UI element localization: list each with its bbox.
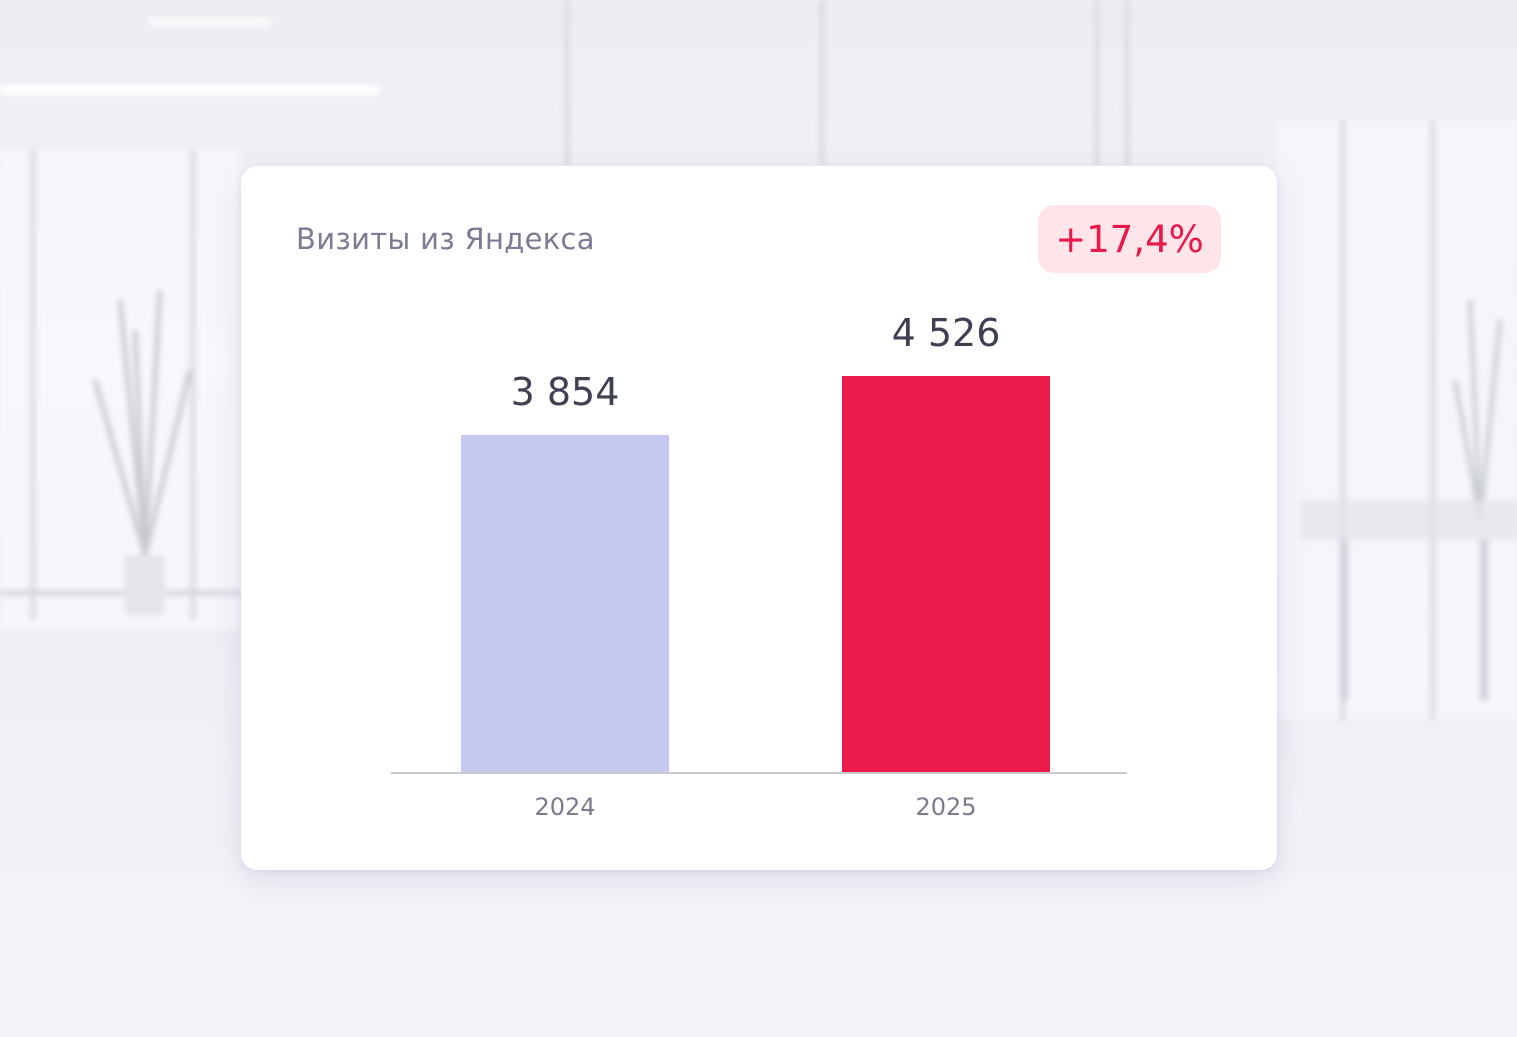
bar-2025 [842, 376, 1050, 773]
value-label-2024: 3 854 [511, 370, 620, 414]
x-tick-label-2024: 2024 [534, 793, 595, 821]
x-tick-label-2025: 2025 [915, 793, 976, 821]
bar-chart: 3 854 2024 4 526 2025 [391, 311, 1127, 821]
bar-2024 [461, 434, 669, 773]
visits-card: Визиты из Яндекса +17,4% 3 854 2024 4 526 2… [241, 166, 1277, 870]
change-badge-text: +17,4% [1055, 217, 1204, 261]
card-title: Визиты из Яндекса [296, 222, 595, 256]
change-badge: +17,4% [1038, 205, 1221, 273]
value-label-2025: 4 526 [892, 311, 1001, 355]
